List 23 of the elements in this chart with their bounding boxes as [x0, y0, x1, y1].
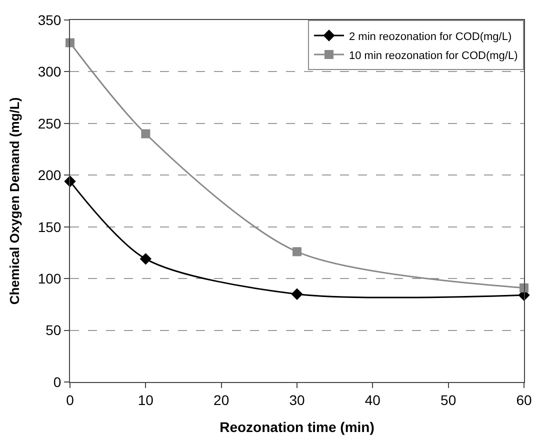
x-tick-label: 10: [138, 392, 154, 408]
point: [291, 288, 303, 300]
point: [140, 253, 152, 265]
y-tick-label: 0: [53, 374, 62, 390]
y-tick-label: 100: [38, 270, 62, 286]
x-tick-label: 60: [516, 392, 532, 408]
point: [292, 247, 302, 256]
y-tick-label: 200: [38, 167, 62, 184]
x-tick-label: 40: [364, 392, 381, 408]
legend-label: 2 min reozonation for COD(mg/L): [349, 30, 512, 43]
y-axis-title: Chemical Oxygen Demand (mg/L): [6, 97, 22, 305]
y-tick-label: 250: [38, 115, 62, 132]
x-tick-label: 30: [289, 392, 305, 408]
point: [141, 129, 150, 138]
y-tick-label: 300: [38, 64, 62, 80]
y-tick-label: 50: [46, 322, 62, 338]
x-axis-title: Reozonation time (min): [220, 419, 374, 436]
x-tick-label: 0: [66, 392, 74, 408]
y-tick-label: 150: [38, 218, 62, 235]
y-tick-label: 350: [38, 12, 62, 28]
x-tick-label: 20: [214, 392, 230, 408]
x-tick-label: 50: [440, 392, 456, 408]
legend-label: 10 min reozonation for COD(mg/L): [349, 50, 518, 62]
